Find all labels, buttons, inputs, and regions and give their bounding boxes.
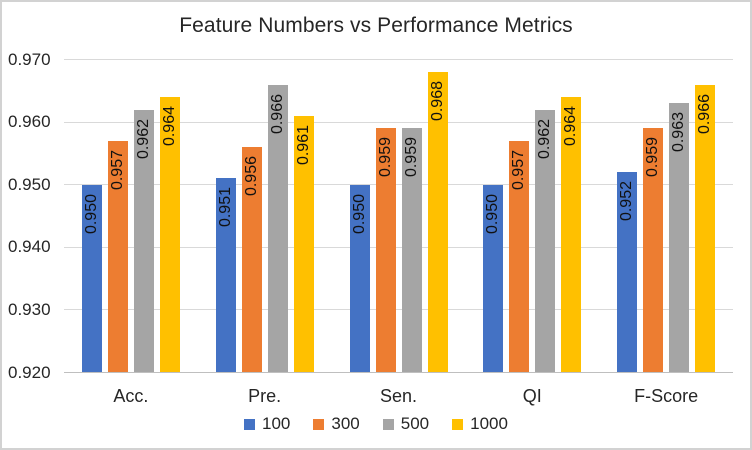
legend-item: 1000: [452, 414, 508, 434]
y-tick-label: 0.950: [8, 174, 51, 194]
bar-value-label: 0.964: [160, 106, 178, 147]
bar-value-label: 0.959: [644, 137, 662, 178]
bar-value-label: 0.962: [134, 118, 152, 159]
gridline: [64, 184, 733, 186]
bar-value-label: 0.966: [268, 93, 286, 134]
legend-label: 100: [262, 414, 291, 433]
legend-label: 500: [400, 414, 430, 433]
gridline: [64, 59, 733, 60]
bar-value-label: 0.950: [484, 193, 502, 234]
bar: 0.950: [81, 184, 102, 373]
bar: 0.956: [241, 147, 262, 373]
bar: 0.964: [561, 97, 582, 373]
bar-value-label: 0.959: [376, 137, 394, 178]
bar-value-label: 0.957: [108, 149, 126, 190]
category-label: QI: [522, 386, 542, 406]
gridline: [64, 309, 733, 311]
bar: 0.959: [643, 128, 664, 373]
bar-value-label: 0.959: [402, 137, 420, 178]
bar-value-label: 0.957: [510, 149, 528, 190]
y-tick-label: 0.940: [8, 237, 51, 257]
bar-value-label: 0.950: [82, 193, 100, 234]
bar: 0.964: [159, 97, 180, 373]
legend-label: 300: [331, 414, 360, 433]
bar: 0.957: [107, 140, 128, 373]
bar: 0.966: [267, 84, 288, 373]
bar: 0.966: [695, 84, 716, 373]
bar-value-label: 0.964: [562, 106, 580, 147]
bar-value-label: 0.963: [670, 112, 688, 153]
bar: 0.951: [215, 178, 236, 373]
x-axis-line: [64, 372, 733, 373]
bar-value-label: 0.952: [618, 181, 636, 222]
bar: 0.968: [427, 72, 448, 373]
gridline: [64, 246, 733, 248]
bar-value-label: 0.966: [696, 93, 714, 134]
y-tick-label: 0.920: [8, 362, 51, 382]
bar-value-label: 0.961: [294, 124, 312, 165]
legend-swatch: [382, 418, 394, 430]
legend-item: 500: [382, 414, 430, 434]
legend-item: 100: [244, 414, 290, 434]
bar: 0.950: [349, 184, 370, 373]
category-label: Pre.: [248, 386, 282, 406]
legend-swatch: [452, 418, 464, 430]
bar-value-label: 0.951: [216, 187, 234, 228]
legend: 100 300 500 1000: [2, 412, 750, 436]
gridline: [64, 121, 733, 123]
bar: 0.961: [293, 115, 314, 373]
legend-swatch: [313, 418, 325, 430]
bar: 0.963: [669, 103, 690, 373]
bar-value-label: 0.962: [536, 118, 554, 159]
chart-title: Feature Numbers vs Performance Metrics: [179, 14, 573, 37]
category-label: F-Score: [634, 386, 699, 406]
bar-value-label: 0.950: [350, 193, 368, 234]
bar-value-label: 0.968: [428, 81, 446, 122]
bar: 0.962: [133, 109, 154, 373]
legend-swatch: [244, 418, 256, 430]
y-tick-label: 0.960: [8, 112, 51, 132]
y-tick-label: 0.930: [8, 299, 51, 319]
bar: 0.952: [617, 172, 638, 373]
legend-item: 300: [313, 414, 360, 434]
legend-label: 1000: [470, 414, 508, 433]
bar: 0.957: [509, 140, 530, 373]
category-label: Acc.: [113, 386, 149, 406]
bar: 0.950: [483, 184, 504, 373]
bar: 0.959: [401, 128, 422, 373]
category-label: Sen.: [379, 386, 418, 406]
bar-value-label: 0.956: [242, 156, 260, 197]
bar: 0.959: [375, 128, 396, 373]
bar: 0.962: [535, 109, 556, 373]
y-tick-label: 0.970: [8, 49, 51, 69]
